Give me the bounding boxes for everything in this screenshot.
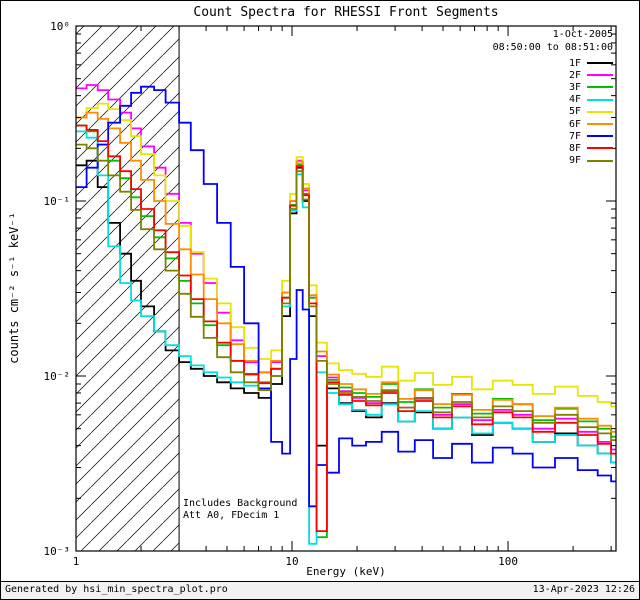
y-axis-label: counts cm⁻² s⁻¹ keV⁻¹ xyxy=(7,212,21,364)
x-tick-label: 1 xyxy=(73,555,80,568)
legend-swatch xyxy=(587,159,613,162)
annotation-attenuator-state: Att A0, FDecim 1 xyxy=(183,510,280,521)
observation-time-range: 08:50:00 to 08:51:00 xyxy=(492,42,613,53)
legend-item-7F: 7F xyxy=(569,130,613,142)
legend-swatch xyxy=(587,123,613,126)
legend-item-4F: 4F xyxy=(569,94,613,106)
footer-bar: Generated by hsi_min_spectra_plot.pro 13… xyxy=(1,581,639,599)
legend-label: 4F xyxy=(568,94,581,106)
hatched-background-region xyxy=(76,26,180,551)
legend-label: 6F xyxy=(568,118,581,130)
y-tick-label: 10⁰ xyxy=(50,20,70,33)
series-group xyxy=(76,84,616,545)
legend-swatch xyxy=(587,74,613,77)
legend-swatch xyxy=(587,98,613,101)
legend-item-5F: 5F xyxy=(569,106,613,118)
y-tick-label: 10⁻¹ xyxy=(44,195,71,208)
legend-swatch xyxy=(587,110,613,113)
legend-swatch xyxy=(587,62,613,65)
legend-label: 7F xyxy=(568,130,581,142)
footer-timestamp: 13-Apr-2023 12:26 xyxy=(532,584,635,595)
legend-label: 1F xyxy=(568,57,581,69)
x-tick-label: 100 xyxy=(498,555,518,568)
plot-frame xyxy=(75,25,617,552)
legend-swatch xyxy=(587,147,613,150)
x-axis-label: Energy (keV) xyxy=(306,565,386,578)
footer-generator-text: Generated by hsi_min_spectra_plot.pro xyxy=(5,584,228,595)
annotation-includes-background: Includes Background xyxy=(183,498,298,509)
spectra-plot-canvas: 1 10 100 10⁰ 10⁻¹ 10⁻² 10⁻³ xyxy=(44,20,617,568)
y-tick-label: 10⁻³ xyxy=(44,545,71,558)
legend-item-1F: 1F xyxy=(569,57,613,69)
legend: 1F 2F 3F 4F 5F 6F 7F 8F 9F xyxy=(569,57,613,167)
legend-swatch xyxy=(587,135,613,138)
legend-label: 8F xyxy=(568,142,581,154)
series-7F xyxy=(76,85,616,508)
legend-swatch xyxy=(587,86,613,89)
y-tick-label: 10⁻² xyxy=(44,370,71,383)
x-tick-label: 10 xyxy=(285,555,298,568)
legend-item-6F: 6F xyxy=(569,118,613,130)
legend-label: 2F xyxy=(568,69,581,81)
plot-title: Count Spectra for RHESSI Front Segments xyxy=(193,5,499,20)
legend-label: 3F xyxy=(568,81,581,93)
legend-label: 9F xyxy=(568,155,581,167)
legend-label: 5F xyxy=(568,106,581,118)
legend-item-9F: 9F xyxy=(569,155,613,167)
legend-item-8F: 8F xyxy=(569,142,613,154)
legend-item-2F: 2F xyxy=(569,69,613,81)
series-9F xyxy=(76,143,616,441)
observation-date: 1-Oct-2005 xyxy=(552,29,613,40)
legend-item-3F: 3F xyxy=(569,81,613,93)
